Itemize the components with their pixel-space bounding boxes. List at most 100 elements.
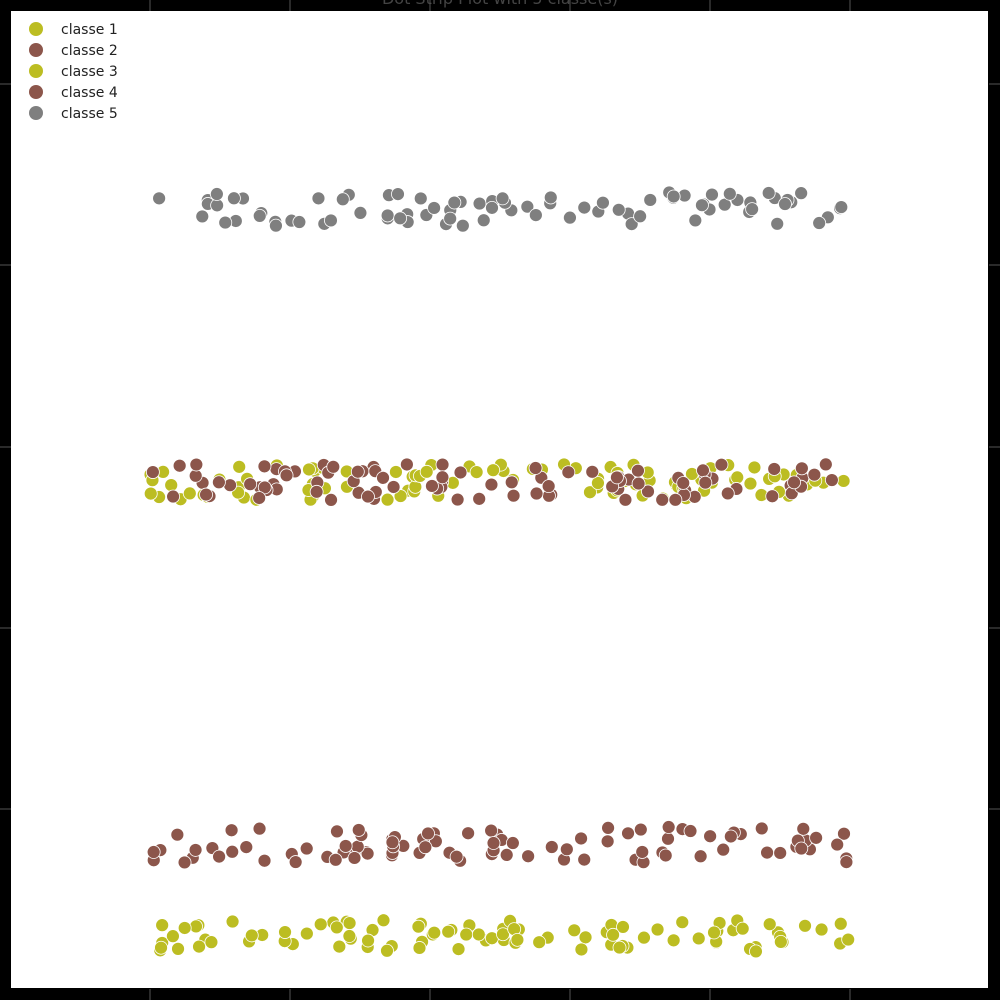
data-point (574, 942, 589, 957)
data-point (143, 486, 158, 501)
data-point (631, 476, 646, 491)
data-point (616, 920, 630, 934)
data-point (661, 831, 675, 846)
data-point (574, 831, 588, 846)
data-point (342, 929, 357, 943)
data-point (705, 187, 719, 202)
data-point (529, 486, 544, 501)
data-point (676, 476, 691, 490)
data-point (833, 916, 848, 931)
data-point (170, 827, 185, 842)
data-point (451, 942, 466, 956)
data-point (471, 927, 486, 942)
data-point (765, 489, 780, 504)
data-point (192, 939, 206, 954)
data-point (745, 202, 760, 217)
data-point (212, 475, 226, 490)
data-point (225, 914, 240, 929)
data-point (577, 852, 592, 867)
data-point (787, 475, 801, 490)
data-point (643, 193, 658, 207)
data-point (760, 845, 774, 860)
data-point (714, 457, 729, 472)
data-point (707, 925, 721, 940)
data-point (472, 491, 487, 506)
data-point (544, 840, 559, 854)
data-point (288, 855, 303, 869)
legend-label: classe 1 (61, 22, 118, 38)
data-point (435, 457, 450, 472)
data-point (666, 189, 681, 204)
data-point (380, 492, 395, 507)
data-point (389, 465, 403, 479)
data-point (591, 476, 605, 490)
data-point (743, 476, 758, 491)
data-point (675, 915, 690, 930)
data-point (504, 475, 519, 490)
data-point (239, 840, 254, 855)
data-point (326, 459, 341, 474)
data-point (425, 479, 439, 493)
data-point (668, 492, 683, 507)
data-point (754, 821, 769, 836)
data-point (385, 835, 400, 850)
data-point (841, 932, 856, 947)
data-point (633, 209, 648, 224)
data-point (703, 829, 718, 844)
data-point (695, 198, 709, 213)
data-point (762, 917, 777, 932)
data-point (299, 841, 314, 856)
data-point (189, 919, 203, 934)
data-point (798, 918, 812, 933)
data-point (472, 196, 487, 211)
data-point (683, 824, 698, 838)
data-point (563, 210, 577, 225)
data-point (723, 829, 738, 844)
data-point (698, 475, 713, 490)
data-point (722, 186, 737, 201)
data-point (189, 457, 204, 472)
data-point (495, 191, 510, 206)
data-point (166, 489, 181, 504)
data-point (610, 470, 624, 485)
data-point (413, 191, 428, 206)
data-point (252, 491, 267, 505)
data-point (796, 821, 811, 836)
data-point (218, 215, 233, 230)
data-point (232, 459, 247, 474)
data-point (450, 492, 465, 507)
data-point (532, 935, 547, 950)
data-point (567, 923, 582, 938)
data-point (164, 478, 179, 493)
legend-label: classe 5 (61, 106, 118, 122)
data-point (171, 941, 185, 956)
data-point (418, 840, 433, 855)
data-point (773, 846, 788, 860)
data-point (559, 842, 574, 857)
data-point (391, 187, 405, 202)
data-point (824, 473, 839, 487)
data-point (499, 848, 514, 862)
data-point (278, 925, 292, 939)
data-point (818, 457, 833, 472)
data-point (351, 823, 366, 837)
data-point (324, 492, 338, 507)
data-point (146, 845, 161, 859)
data-point (347, 851, 362, 865)
data-point (761, 186, 776, 200)
legend-label: classe 2 (61, 43, 118, 59)
data-point (361, 933, 375, 948)
data-point (412, 941, 427, 955)
legend-marker (29, 106, 43, 120)
data-point (486, 463, 501, 478)
data-point (484, 477, 499, 492)
data-point (814, 922, 829, 937)
data-point (145, 465, 160, 479)
data-point (658, 848, 673, 863)
data-point (225, 844, 240, 859)
data-point (606, 927, 620, 942)
data-point (380, 208, 395, 223)
data-point (227, 191, 241, 206)
data-point (794, 186, 809, 201)
data-point (809, 830, 824, 845)
